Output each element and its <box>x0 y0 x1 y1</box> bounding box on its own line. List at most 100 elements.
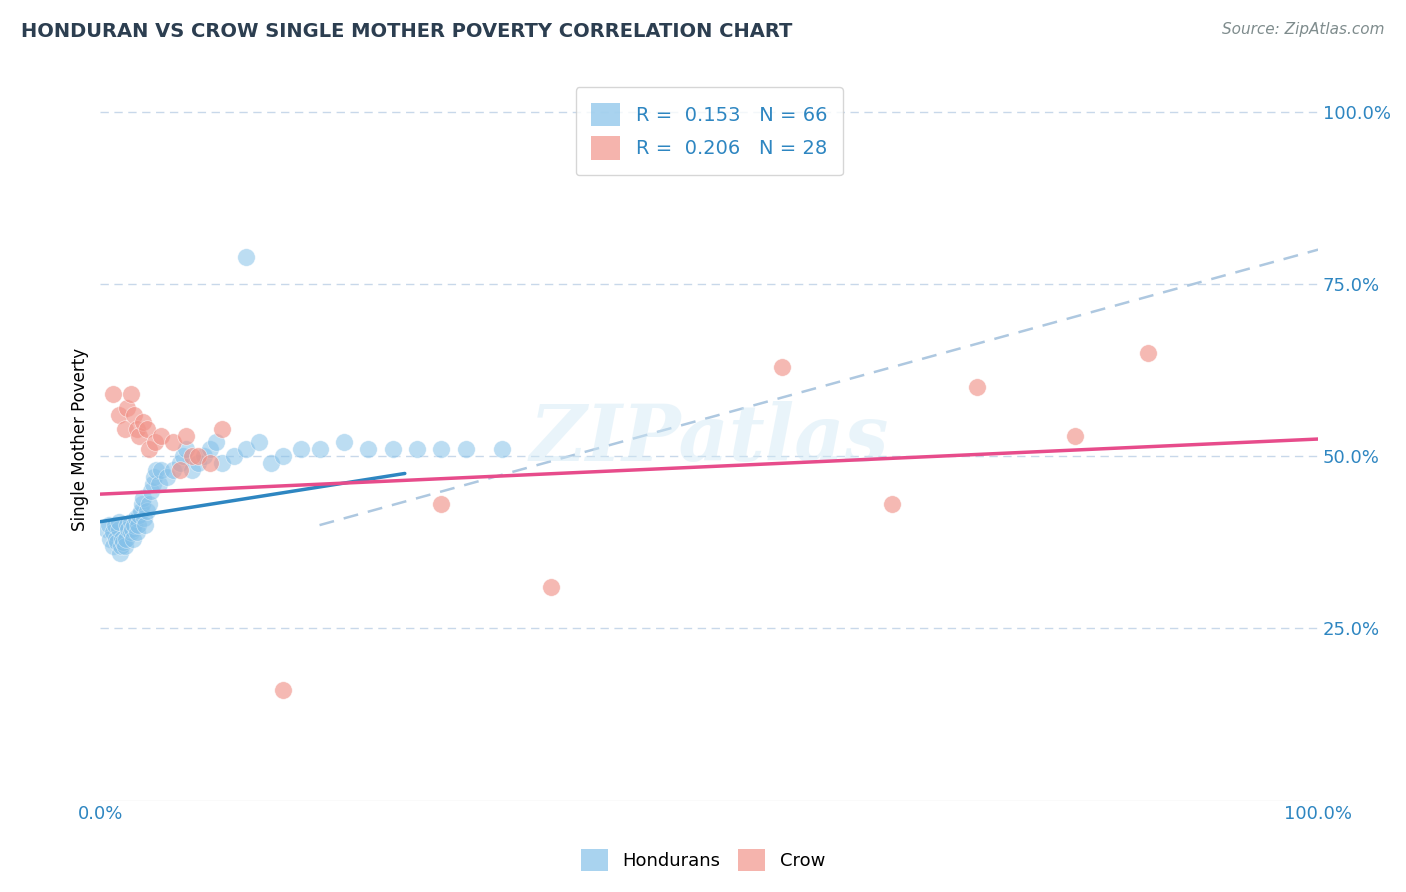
Point <box>143 435 166 450</box>
Point <box>128 428 150 442</box>
Point <box>193 449 215 463</box>
Point <box>120 524 142 539</box>
Point <box>235 250 257 264</box>
Point <box>180 463 202 477</box>
Point <box>115 518 138 533</box>
Point <box>107 515 129 529</box>
Point <box>107 408 129 422</box>
Point <box>770 359 793 374</box>
Point <box>105 535 128 549</box>
Point <box>156 470 179 484</box>
Point <box>308 442 330 457</box>
Point <box>128 508 150 522</box>
Point <box>129 504 152 518</box>
Y-axis label: Single Mother Poverty: Single Mother Poverty <box>72 348 89 531</box>
Point <box>104 518 127 533</box>
Point <box>138 498 160 512</box>
Point <box>124 511 146 525</box>
Point <box>333 435 356 450</box>
Point <box>120 387 142 401</box>
Point <box>108 546 131 560</box>
Legend: Hondurans, Crow: Hondurans, Crow <box>574 842 832 879</box>
Point <box>101 387 124 401</box>
Point <box>124 518 146 533</box>
Point <box>135 504 157 518</box>
Point <box>205 435 228 450</box>
Point <box>150 428 173 442</box>
Point <box>142 470 165 484</box>
Point <box>142 476 165 491</box>
Point <box>138 442 160 457</box>
Point <box>131 498 153 512</box>
Point <box>110 539 132 553</box>
Text: HONDURAN VS CROW SINGLE MOTHER POVERTY CORRELATION CHART: HONDURAN VS CROW SINGLE MOTHER POVERTY C… <box>21 22 793 41</box>
Point <box>112 535 135 549</box>
Point <box>247 435 270 450</box>
Point <box>120 515 142 529</box>
Point <box>187 449 209 463</box>
Point <box>114 422 136 436</box>
Point <box>98 532 121 546</box>
Point <box>105 532 128 546</box>
Point <box>174 428 197 442</box>
Point <box>145 463 167 477</box>
Point <box>430 442 453 457</box>
Point <box>271 683 294 698</box>
Point <box>260 456 283 470</box>
Point <box>97 518 120 533</box>
Point <box>880 498 903 512</box>
Point <box>224 449 246 463</box>
Point <box>134 518 156 533</box>
Point <box>430 498 453 512</box>
Point <box>169 463 191 477</box>
Point <box>187 456 209 470</box>
Point <box>115 532 138 546</box>
Point <box>180 449 202 463</box>
Point <box>174 442 197 457</box>
Point <box>96 522 118 536</box>
Point <box>172 449 194 463</box>
Point <box>150 463 173 477</box>
Text: ZIPatlas: ZIPatlas <box>530 401 889 477</box>
Point <box>454 442 477 457</box>
Point <box>125 524 148 539</box>
Point <box>101 524 124 539</box>
Point <box>114 539 136 553</box>
Point <box>491 442 513 457</box>
Point <box>121 522 143 536</box>
Point <box>1136 346 1159 360</box>
Point <box>198 442 221 457</box>
Legend: R =  0.153   N = 66, R =  0.206   N = 28: R = 0.153 N = 66, R = 0.206 N = 28 <box>575 87 844 176</box>
Point <box>141 483 163 498</box>
Point <box>124 408 146 422</box>
Point <box>117 522 139 536</box>
Point <box>540 580 562 594</box>
Point <box>162 463 184 477</box>
Point <box>1063 428 1085 442</box>
Text: Source: ZipAtlas.com: Source: ZipAtlas.com <box>1222 22 1385 37</box>
Point <box>122 532 145 546</box>
Point <box>235 442 257 457</box>
Point <box>198 456 221 470</box>
Point <box>211 422 233 436</box>
Point <box>211 456 233 470</box>
Point <box>115 401 138 415</box>
Point <box>290 442 312 457</box>
Point <box>125 422 148 436</box>
Point <box>169 456 191 470</box>
Point <box>162 435 184 450</box>
Point <box>107 522 129 536</box>
Point <box>357 442 380 457</box>
Point <box>271 449 294 463</box>
Point <box>111 532 134 546</box>
Point <box>966 380 988 394</box>
Point <box>148 476 170 491</box>
Point <box>406 442 429 457</box>
Point <box>381 442 404 457</box>
Point <box>132 415 155 429</box>
Point <box>127 518 149 533</box>
Point <box>135 422 157 436</box>
Point <box>101 539 124 553</box>
Point <box>134 511 156 525</box>
Point <box>132 491 155 505</box>
